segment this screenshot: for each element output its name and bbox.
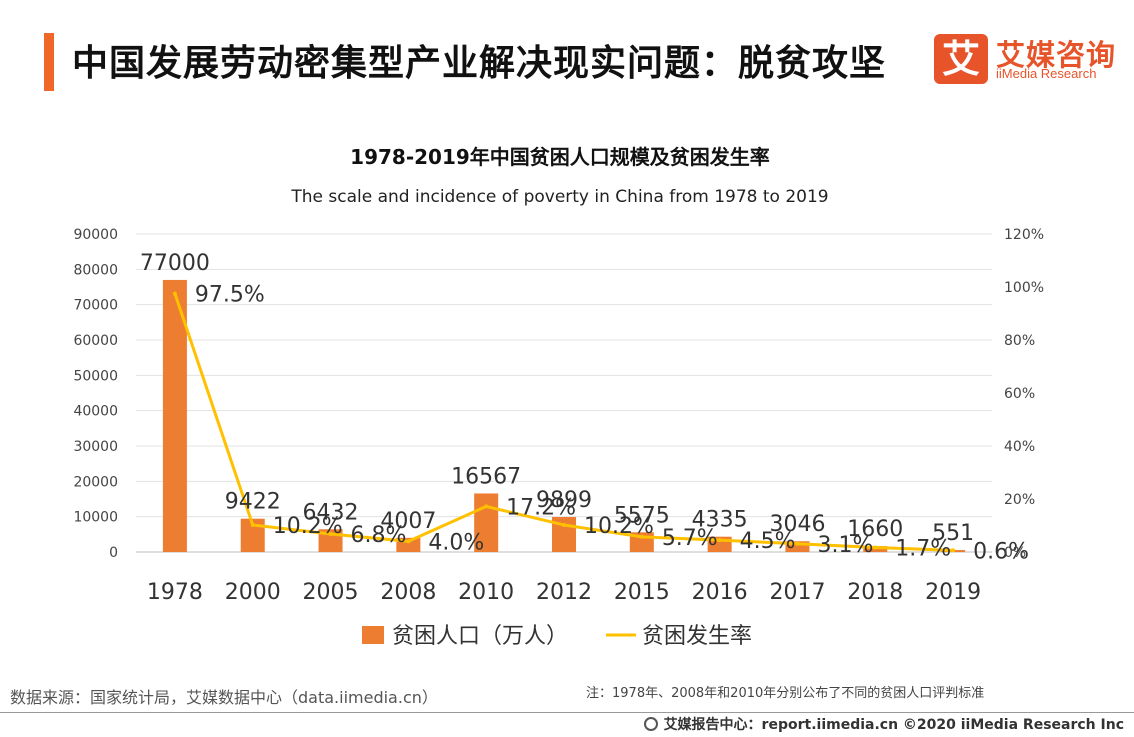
incidence-value-label: 17.2% <box>506 495 576 520</box>
bar <box>785 541 810 552</box>
y-right-tick-label: 0% <box>1004 545 1026 561</box>
x-tick-label: 2015 <box>614 580 670 605</box>
incidence-point <box>717 538 722 543</box>
x-tick-label: 2016 <box>692 580 748 605</box>
bar-value-label: 1660 <box>847 517 903 542</box>
x-tick-label: 2012 <box>536 580 592 605</box>
incidence-value-label: 4.5% <box>740 529 796 554</box>
incidence-point <box>951 548 956 553</box>
incidence-point <box>873 545 878 550</box>
legend-line-label: 贫困发生率 <box>642 624 752 649</box>
y-left-tick-label: 40000 <box>73 404 118 420</box>
incidence-point <box>484 504 489 509</box>
incidence-value-label: 97.5% <box>195 283 265 308</box>
incidence-value-label: 1.7% <box>895 536 951 561</box>
logo-english-name: iiMedia Research <box>996 66 1097 81</box>
chart-title: 1978-2019年中国贫困人口规模及贫困发生率 <box>350 145 770 169</box>
y-right-tick-label: 120% <box>1004 227 1044 243</box>
y-left-tick-label: 50000 <box>73 368 118 384</box>
bar-value-label: 6432 <box>303 500 359 525</box>
page-title: 中国发展劳动密集型产业解决现实问题：脱贫攻坚 <box>72 43 887 84</box>
y-left-tick-label: 30000 <box>73 439 118 455</box>
x-tick-label: 2010 <box>458 580 514 605</box>
incidence-point <box>172 291 177 296</box>
copyright-text: 艾媒报告中心：report.iimedia.cn ©2020 iiMedia R… <box>663 717 1124 733</box>
y-left-tick-label: 90000 <box>73 227 118 243</box>
globe-icon <box>643 717 658 731</box>
bar-value-label: 5575 <box>614 503 670 528</box>
x-tick-label: 2017 <box>769 580 825 605</box>
bar-value-label: 16567 <box>451 464 521 489</box>
chart-note: 注：1978年、2008年和2010年分别公布了不同的贫困人口评判标准 <box>586 686 985 701</box>
incidence-value-label: 4.0% <box>428 530 484 555</box>
y-left-tick-label: 80000 <box>73 262 118 278</box>
y-left-tick-label: 70000 <box>73 298 118 314</box>
bar <box>162 279 187 552</box>
bar-value-label: 551 <box>932 521 974 546</box>
incidence-value-label: 10.2% <box>273 514 343 539</box>
y-left-tick-label: 20000 <box>73 474 118 490</box>
x-tick-label: 1978 <box>147 580 203 605</box>
x-tick-label: 2000 <box>225 580 281 605</box>
bar-value-label: 3046 <box>769 512 825 537</box>
logo-mark: 艾 <box>934 34 988 84</box>
y-right-tick-label: 60% <box>1004 386 1035 402</box>
poverty-chart: 1978-2019年中国贫困人口规模及贫困发生率 The scale and i… <box>73 145 1044 649</box>
incidence-value-label: 5.7% <box>662 526 718 551</box>
bar-value-label: 77000 <box>140 251 210 276</box>
legend-bar-label: 贫困人口（万人） <box>392 624 568 649</box>
y-right-tick-label: 100% <box>1004 280 1044 296</box>
data-source: 数据来源：国家统计局，艾媒数据中心（data.iimedia.cn） <box>10 688 438 707</box>
footer-divider <box>0 712 1134 713</box>
incidence-value-label: 3.1% <box>817 533 873 558</box>
y-left-tick-label: 0 <box>109 545 118 561</box>
iimedia-logo: 艾 艾媒咨询 iiMedia Research <box>934 34 1117 86</box>
logo-chinese-name: 艾媒咨询 <box>996 38 1117 72</box>
bar-value-label: 4335 <box>692 508 748 533</box>
x-tick-label: 2019 <box>925 580 981 605</box>
incidence-point <box>328 531 333 536</box>
bar-value-label: 4007 <box>380 509 436 534</box>
x-tick-label: 2018 <box>847 580 903 605</box>
incidence-value-label: 10.2% <box>584 514 654 539</box>
incidence-point <box>639 534 644 539</box>
bar-value-label: 9422 <box>225 490 281 515</box>
bar <box>474 493 499 552</box>
y-right-tick-label: 80% <box>1004 333 1035 349</box>
x-tick-label: 2008 <box>380 580 436 605</box>
incidence-point <box>406 539 411 544</box>
bar-value-label: 9899 <box>536 488 592 513</box>
y-left-tick-label: 10000 <box>73 510 118 526</box>
chart-subtitle: The scale and incidence of poverty in Ch… <box>290 187 828 207</box>
legend-bar-swatch <box>362 626 384 644</box>
incidence-value-label: 6.8% <box>351 523 407 548</box>
y-right-tick-label: 40% <box>1004 439 1035 455</box>
y-right-tick-label: 20% <box>1004 492 1035 508</box>
y-left-tick-label: 60000 <box>73 333 118 349</box>
title-accent-bar <box>44 33 54 91</box>
incidence-value-label: 0.6% <box>973 539 1029 564</box>
incidence-point <box>562 522 566 527</box>
incidence-point <box>795 541 800 546</box>
incidence-point <box>250 522 255 527</box>
x-tick-label: 2005 <box>303 580 359 605</box>
copyright-footer: 艾媒报告中心：report.iimedia.cn ©2020 iiMedia R… <box>643 714 1124 734</box>
